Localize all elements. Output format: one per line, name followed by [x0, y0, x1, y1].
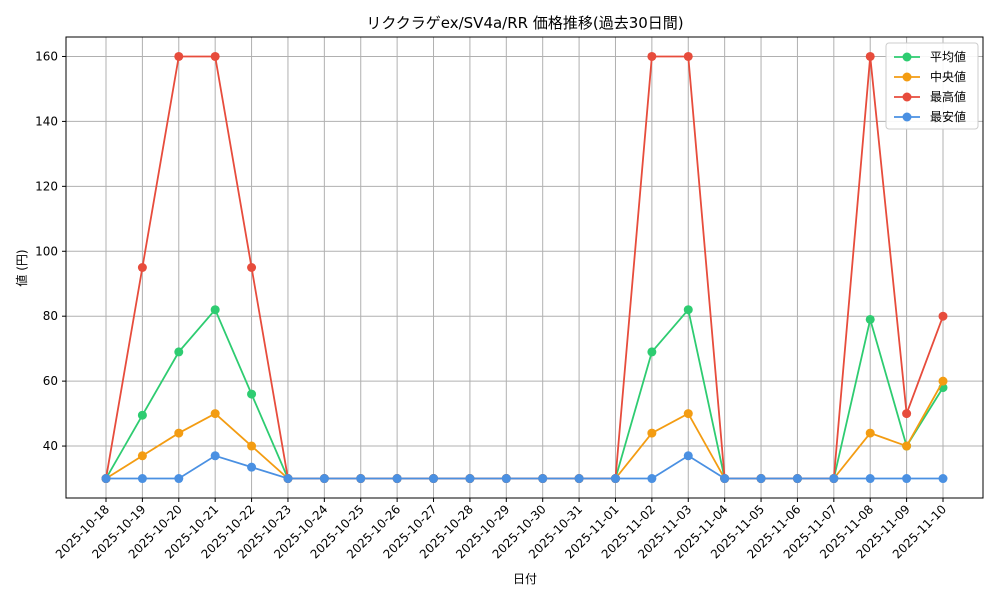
y-axis-label: 値 (円): [14, 249, 29, 286]
data-point: [356, 474, 366, 484]
data-point: [465, 474, 475, 484]
data-point: [683, 305, 693, 315]
legend-marker: [902, 72, 912, 82]
data-point: [429, 474, 439, 484]
legend-box: [885, 42, 979, 130]
data-point: [137, 474, 147, 484]
data-point: [137, 451, 147, 461]
data-point: [902, 474, 912, 484]
series-group: [101, 51, 948, 484]
data-point: [247, 462, 257, 472]
data-point: [210, 51, 220, 61]
data-point: [647, 51, 657, 61]
data-point: [647, 347, 657, 357]
data-point: [174, 347, 184, 357]
y-tick-label: 60: [43, 374, 58, 388]
y-tick-label: 40: [43, 439, 58, 453]
data-point: [865, 428, 875, 438]
data-point: [137, 263, 147, 272]
data-point: [501, 474, 511, 484]
data-point: [247, 263, 257, 272]
data-point: [392, 474, 402, 484]
data-point: [210, 305, 220, 315]
data-point: [538, 474, 548, 484]
series-3: [101, 451, 948, 484]
data-point: [720, 474, 730, 484]
y-tick-label: 100: [35, 244, 58, 258]
data-point: [247, 389, 257, 399]
x-axis-label: 日付: [513, 572, 537, 586]
data-point: [247, 441, 257, 451]
legend-label: 最安値: [930, 109, 966, 124]
data-point: [174, 51, 184, 61]
data-point: [574, 474, 584, 484]
legend-label: 平均値: [930, 49, 966, 64]
data-point: [938, 474, 948, 484]
data-point: [938, 376, 948, 386]
data-point: [756, 474, 766, 484]
y-tick-label: 80: [43, 309, 58, 323]
data-point: [210, 451, 220, 461]
legend-marker: [902, 52, 912, 62]
data-point: [683, 451, 693, 461]
data-point: [683, 51, 693, 61]
legend-label: 中央値: [930, 69, 966, 84]
data-point: [865, 314, 875, 324]
data-point: [938, 311, 948, 321]
data-point: [647, 474, 657, 484]
data-point: [829, 474, 839, 484]
grid-lines: [66, 37, 983, 498]
data-point: [683, 409, 693, 419]
legend-marker: [902, 92, 912, 102]
series-line: [106, 454, 943, 480]
data-point: [792, 474, 802, 484]
chart-title: リククラゲex/SV4a/RR 価格推移(過去30日間): [366, 14, 683, 32]
data-point: [319, 474, 329, 484]
legend-label: 最高値: [930, 89, 966, 104]
y-axis-ticks: 40 60 80 100 120 140 160: [35, 49, 66, 453]
data-point: [174, 428, 184, 438]
plot-frame: [65, 36, 984, 499]
data-point: [101, 474, 111, 484]
legend-marker: [902, 112, 912, 122]
data-point: [902, 409, 912, 419]
y-tick-label: 160: [35, 49, 58, 63]
y-tick-label: 120: [35, 179, 58, 193]
data-point: [137, 410, 147, 420]
data-point: [902, 441, 912, 451]
data-point: [865, 474, 875, 484]
data-point: [647, 428, 657, 438]
data-point: [174, 474, 184, 484]
y-tick-label: 140: [35, 114, 58, 128]
data-point: [210, 409, 220, 419]
data-point: [283, 474, 293, 484]
data-point: [865, 51, 875, 61]
data-point: [610, 474, 620, 484]
